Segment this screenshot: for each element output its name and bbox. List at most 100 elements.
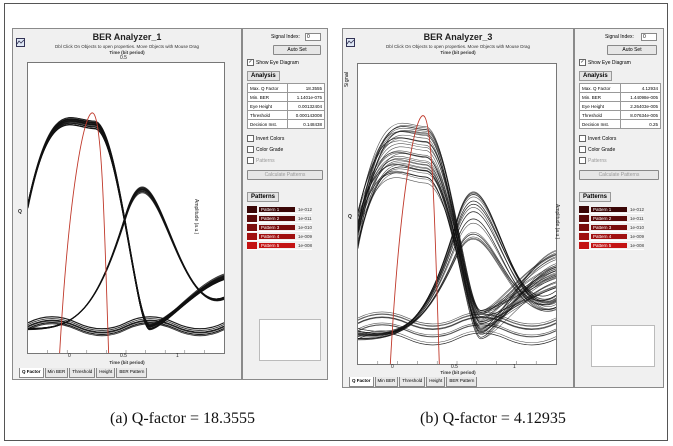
- pattern-swatch: [247, 241, 257, 249]
- eye-trace: [28, 316, 224, 330]
- eye-diagram-plot[interactable]: [357, 63, 557, 365]
- control-panel-a: Signal Index: 0 Auto Set ✓ Show Eye Diagr…: [242, 28, 328, 380]
- preview-box: [591, 325, 655, 367]
- tab-q-factor[interactable]: Q Factor: [349, 377, 374, 387]
- analysis-value: 1.44098e-005: [619, 92, 662, 102]
- eye-trace: [358, 196, 556, 334]
- analysis-label: Eye Height: [579, 101, 621, 111]
- analysis-label: Threshold: [247, 110, 288, 120]
- tab-ber-pattern[interactable]: BER Pattern: [446, 377, 478, 387]
- tab-ber-pattern[interactable]: BER Pattern: [116, 368, 148, 378]
- color-grade-checkbox[interactable]: Color Grade: [579, 146, 615, 153]
- pattern-value: 1e-011: [630, 215, 644, 221]
- analysis-table: Max. Q Factor 18.3555 Min. BER 1.1401e-075 E…: [247, 83, 326, 129]
- pattern-name: Pattern 5: [259, 242, 295, 248]
- pattern-value: 1e-010: [630, 224, 645, 230]
- x-axis-bottom-label: Time (bit period): [109, 360, 145, 365]
- eye-trace: [358, 316, 556, 330]
- q-factor-curve: [389, 115, 440, 364]
- analysis-row: Min. BER 1.44098e-005: [579, 92, 662, 102]
- eye-trace: [358, 233, 556, 340]
- analysis-row: Threshold 0.000143008: [247, 110, 326, 120]
- ber-analyzer-window-a: BER Analyzer_1 Dbl Click On Objects to o…: [12, 28, 242, 380]
- pattern-swatch: [579, 205, 589, 213]
- analysis-row: Threshold 8.07634e-005: [579, 110, 662, 120]
- eye-diagram-plot[interactable]: [27, 62, 225, 354]
- pattern-swatch: [247, 205, 257, 213]
- show-eye-diagram-checkbox[interactable]: ✓ Show Eye Diagram: [247, 59, 299, 66]
- pattern-value: 1e-011: [298, 215, 312, 221]
- tab-height[interactable]: Height: [96, 368, 116, 378]
- plot-tabs: Q Factor Min BER Threshold Height BER Pa…: [349, 377, 478, 387]
- instructions-text: Dbl Click On Objects to open properties.…: [54, 44, 200, 49]
- color-grade-checkbox[interactable]: Color Grade: [247, 146, 283, 153]
- pattern-name: Pattern 1: [591, 206, 627, 212]
- auto-set-button[interactable]: Auto Set: [607, 45, 657, 55]
- tab-q-factor[interactable]: Q Factor: [19, 368, 44, 378]
- caption-b: (b) Q-factor = 4.12935: [420, 410, 566, 427]
- pattern-row: Pattern 3 1e-010: [247, 223, 313, 232]
- eye-trace: [358, 314, 556, 327]
- pattern-row: Pattern 2 1e-011: [247, 214, 313, 223]
- show-eye-diagram-checkbox[interactable]: ✓ Show Eye Diagram: [579, 59, 631, 66]
- analysis-row: Eye Height 0.00132404: [247, 101, 326, 111]
- show-eye-diagram-label: Show Eye Diagram: [588, 59, 631, 66]
- patterns-checkbox[interactable]: Patterns: [579, 157, 607, 164]
- checkbox-checked-icon: ✓: [247, 59, 254, 66]
- eye-trace: [358, 193, 556, 338]
- tab-threshold[interactable]: Threshold: [399, 377, 426, 387]
- x-tick-top: 0.5: [120, 55, 127, 61]
- tab-height[interactable]: Height: [426, 377, 446, 387]
- pattern-value: 1e-009: [298, 233, 313, 239]
- tab-min-ber[interactable]: Min BER: [44, 368, 69, 378]
- eye-trace: [358, 177, 556, 311]
- invert-colors-checkbox[interactable]: Invert Colors: [247, 135, 284, 142]
- tab-min-ber[interactable]: Min BER: [374, 377, 399, 387]
- auto-set-button[interactable]: Auto Set: [273, 45, 321, 55]
- eye-trace: [358, 146, 556, 330]
- signal-index-spinner[interactable]: 0: [305, 33, 321, 41]
- eye-trace: [28, 318, 224, 331]
- calculate-patterns-button[interactable]: Calculate Patterns: [579, 170, 659, 180]
- analysis-label: Eye Height: [247, 101, 288, 111]
- figure-frame: [4, 3, 668, 441]
- pattern-value: 1e-008: [298, 242, 313, 248]
- x-tick-1: 1: [513, 364, 516, 370]
- signal-index-spinner[interactable]: 0: [641, 33, 657, 41]
- invert-colors-checkbox[interactable]: Invert Colors: [579, 135, 616, 142]
- patterns-checkbox[interactable]: Patterns: [247, 157, 275, 164]
- pattern-name: Pattern 3: [259, 224, 295, 230]
- app-icon: [346, 34, 355, 47]
- control-panel-b: Signal Index: 0 Auto Set ✓ Show Eye Diagr…: [574, 28, 664, 388]
- eye-trace: [358, 131, 556, 324]
- pattern-swatch: [247, 232, 257, 240]
- eye-trace: [358, 164, 556, 340]
- pattern-row: Pattern 1 1e-012: [247, 205, 313, 214]
- x-tick-0: 0: [391, 364, 394, 370]
- analysis-value: 0.25: [619, 119, 662, 129]
- eye-trace: [358, 192, 556, 335]
- analysis-table: Max. Q Factor 4.12934 Min. BER 1.44098e-005…: [579, 83, 662, 129]
- y-axis-left-label: Q: [18, 209, 22, 215]
- eye-trace: [358, 191, 556, 339]
- calculate-patterns-button[interactable]: Calculate Patterns: [247, 170, 323, 180]
- plot-tabs: Q Factor Min BER Threshold Height BER Pa…: [19, 368, 148, 378]
- eye-trace: [28, 319, 224, 333]
- eye-traces: [358, 122, 556, 346]
- pattern-name: Pattern 4: [591, 233, 627, 239]
- pattern-value: 1e-009: [630, 233, 645, 239]
- tab-threshold[interactable]: Threshold: [69, 368, 96, 378]
- eye-trace: [28, 117, 224, 326]
- pattern-name: Pattern 3: [591, 224, 627, 230]
- caption-a: (a) Q-factor = 18.3555: [110, 410, 255, 427]
- pattern-row: Pattern 4 1e-009: [579, 232, 645, 241]
- pattern-swatch: [579, 232, 589, 240]
- analysis-label: Decision Inst.: [247, 119, 288, 129]
- eye-trace: [28, 120, 224, 330]
- eye-diagram-svg: [358, 115, 556, 364]
- analysis-value: 8.07634e-005: [619, 110, 662, 120]
- signal-index-label: Signal Index:: [605, 34, 634, 40]
- analysis-value: 2.26403e-005: [619, 101, 662, 111]
- pattern-swatch: [579, 223, 589, 231]
